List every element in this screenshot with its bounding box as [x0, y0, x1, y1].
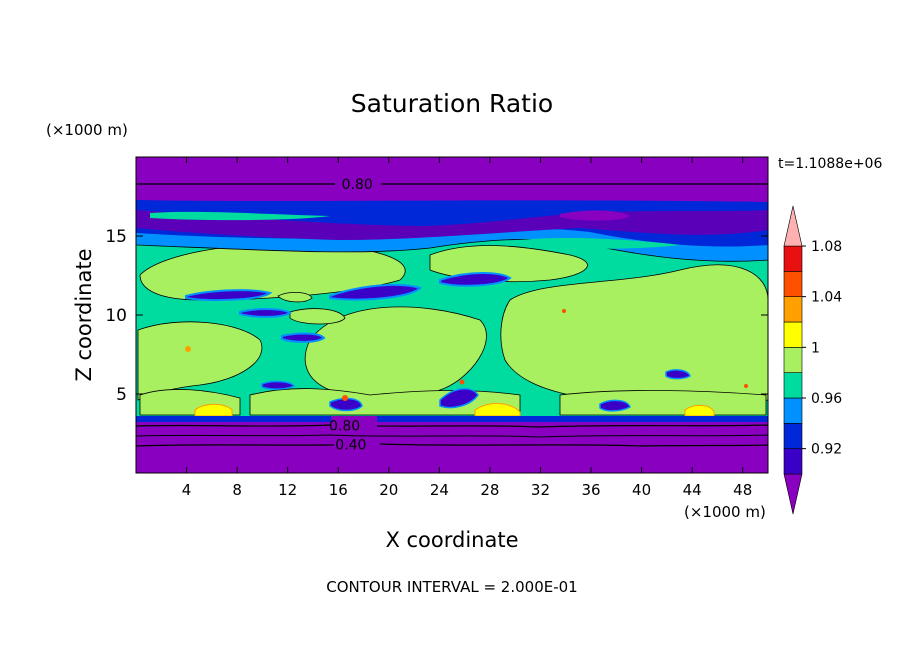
colorbar: 0.92 0.96 1 1.04 1.08 [783, 205, 842, 515]
region-small-1 [289, 308, 346, 325]
contour-labels: 0.80 0.80 0.40 [329, 177, 373, 454]
boundary-features [185, 309, 748, 417]
violet-lens-4 [329, 284, 422, 301]
time-label: t=1.1088e+06 [778, 156, 882, 172]
colorbar-box [783, 347, 803, 373]
x-tick-label: 28 [480, 481, 499, 499]
colorbar-triangle-low [783, 473, 803, 515]
dot-5 [744, 384, 748, 388]
violet-lens-3 [281, 332, 326, 343]
dot-4 [562, 309, 566, 313]
contour-label-top-bg [335, 174, 381, 192]
dot-3 [459, 379, 465, 385]
blob-1 [194, 403, 233, 417]
dot-2 [342, 395, 348, 401]
colorbar-box [783, 448, 803, 475]
upper-dry-bands [136, 199, 768, 343]
x-tick-label: 32 [531, 481, 550, 499]
region-center-mid [304, 306, 487, 402]
y-unit-label: (×1000 m) [46, 121, 128, 139]
colorbar-box [783, 397, 803, 424]
x-tick-label: 44 [683, 481, 702, 499]
x-tick-label: 8 [232, 481, 242, 499]
band-top-violet [136, 157, 768, 207]
blob-4 [439, 388, 479, 409]
violet-lens-1 [185, 289, 273, 302]
blob-2 [474, 403, 521, 417]
x-axis-title: X coordinate [385, 528, 518, 552]
contour-bottom-3 [136, 443, 768, 447]
dot-1 [185, 346, 191, 352]
x-tick-label: 20 [379, 481, 398, 499]
colorbar-label: 0.96 [811, 391, 842, 407]
x-tick-label: 4 [182, 481, 192, 499]
cyan-streak [150, 211, 330, 221]
blob-6 [261, 380, 296, 390]
y-axis: 5 10 15 [105, 227, 768, 405]
colorbar-box [783, 296, 803, 323]
region-bottom-right [559, 390, 767, 416]
colorbar-label: 1 [811, 340, 820, 356]
contour-interval-note: CONTOUR INTERVAL = 2.000E-01 [326, 578, 577, 596]
colorbar-box [783, 245, 803, 272]
violet-lens-5 [439, 272, 512, 287]
chart-title: Saturation Ratio [351, 89, 553, 118]
contour-label-low-bg [334, 437, 380, 453]
x-tick-label: 12 [278, 481, 297, 499]
colorbar-box [783, 271, 803, 297]
y-tick-label: 15 [105, 227, 127, 247]
colorbar-label: 1.08 [811, 239, 842, 255]
violet-lens-2 [239, 308, 292, 318]
colorbar-triangle-high [783, 205, 803, 247]
colorbar-box [783, 372, 803, 399]
x-tick-label: 40 [632, 481, 651, 499]
x-tick-label: 24 [430, 481, 449, 499]
contour-label: 0.80 [329, 419, 360, 435]
contour-label: 0.80 [342, 177, 373, 193]
plot-area [136, 157, 768, 473]
blob-7 [665, 369, 691, 380]
y-axis-title: Z coordinate [72, 248, 96, 381]
x-tick-label: 36 [581, 481, 600, 499]
band-top-transition [136, 200, 768, 210]
x-axis: 4 8 12 16 20 24 28 32 36 40 44 48 [182, 157, 752, 499]
colorbar-label: 0.92 [811, 442, 842, 458]
y-tick-label: 10 [105, 306, 127, 326]
x-tick-label: 16 [329, 481, 348, 499]
cyan-streak-2 [520, 237, 680, 249]
blob-8 [684, 404, 715, 417]
contour-bottom-2 [136, 434, 768, 438]
band-bottom-violet [136, 422, 768, 473]
region-small-2 [277, 292, 313, 303]
colorbar-box [783, 423, 803, 449]
contour-label: 0.40 [335, 438, 366, 454]
contour-bottom-1 [136, 424, 768, 428]
x-unit-label: (×1000 m) [684, 503, 766, 521]
x-tick-label: 48 [733, 481, 752, 499]
contour-label-mid-bg [331, 416, 377, 432]
blob-5 [599, 399, 631, 412]
colorbar-label: 1.04 [811, 290, 842, 306]
colorbar-box [783, 321, 803, 348]
violet-lens-6 [560, 210, 630, 221]
y-tick-label: 5 [116, 385, 127, 405]
